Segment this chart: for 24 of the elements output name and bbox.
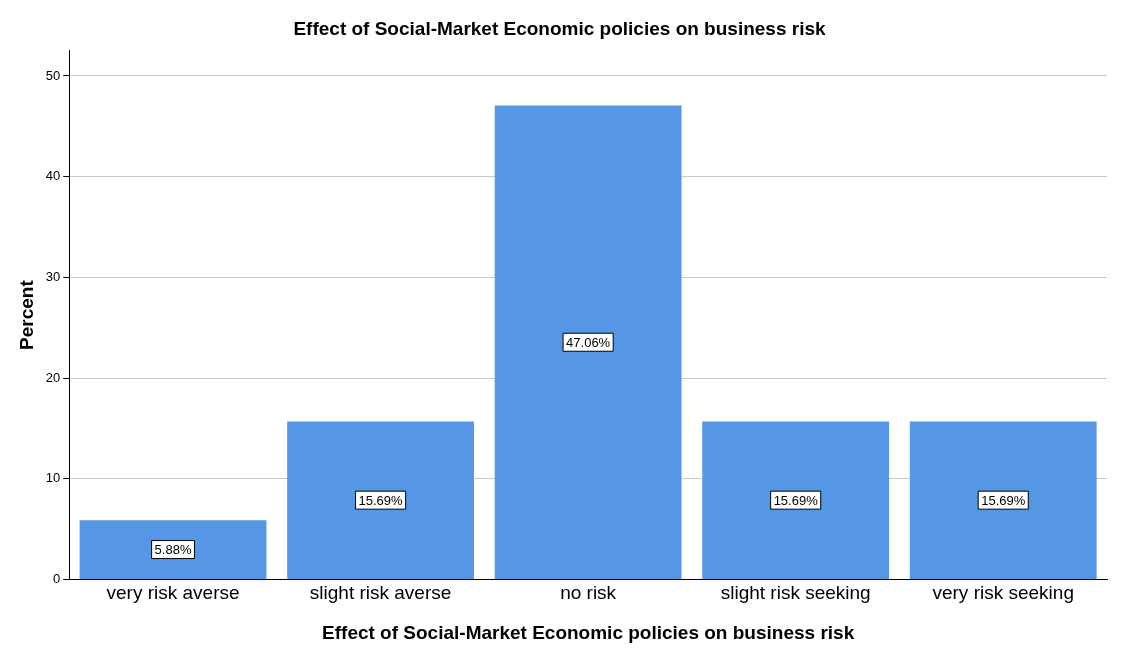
y-tick-label: 20 [45, 369, 61, 385]
y-tick-label: 0 [53, 570, 61, 586]
bar [702, 421, 890, 579]
y-tick-label: 50 [45, 67, 61, 83]
bar [494, 105, 682, 579]
x-tick-label: no risk [560, 582, 617, 604]
y-axis-title: Percent [15, 279, 37, 350]
data-label: 47.06% [566, 334, 611, 350]
bar [79, 520, 267, 579]
x-tick-label: slight risk seeking [720, 582, 871, 604]
x-tick-label: slight risk averse [309, 582, 452, 604]
data-label: 15.69% [981, 492, 1026, 508]
x-axis-title: Effect of Social-Market Economic policies on business risk [322, 621, 855, 643]
data-label: 15.69% [773, 492, 819, 508]
y-tick-label: 10 [45, 470, 61, 486]
data-label: 15.69% [358, 492, 404, 508]
chart-title: Effect of Social-Market Economic policies on business risk [293, 17, 826, 39]
data-label: 5.88% [154, 542, 192, 558]
bar [909, 421, 1097, 579]
y-tick-label: 30 [45, 268, 61, 284]
y-tick-label: 40 [45, 168, 61, 184]
x-tick-label: very risk seeking [932, 582, 1074, 604]
bar [287, 421, 474, 579]
x-tick-label: very risk averse [106, 582, 240, 604]
